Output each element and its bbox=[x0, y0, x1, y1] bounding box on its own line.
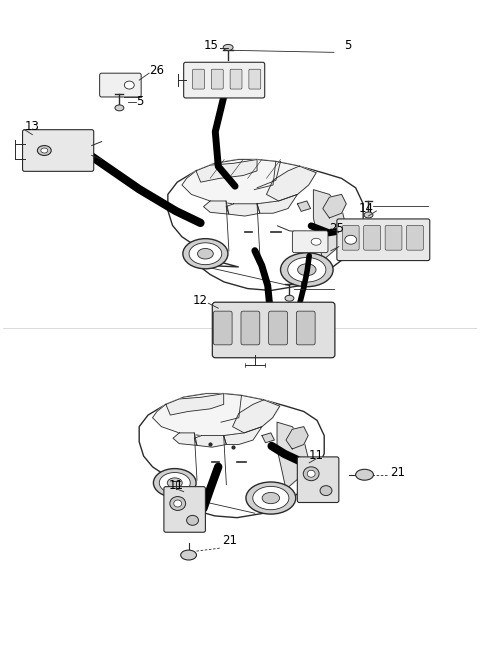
FancyBboxPatch shape bbox=[296, 311, 315, 345]
Polygon shape bbox=[168, 160, 363, 290]
FancyBboxPatch shape bbox=[269, 311, 288, 345]
Polygon shape bbox=[194, 436, 227, 447]
Text: 5: 5 bbox=[136, 96, 144, 109]
Ellipse shape bbox=[174, 500, 182, 507]
Ellipse shape bbox=[285, 295, 294, 301]
Ellipse shape bbox=[197, 248, 213, 259]
Ellipse shape bbox=[364, 212, 373, 218]
Polygon shape bbox=[224, 426, 262, 445]
Ellipse shape bbox=[41, 148, 48, 153]
Polygon shape bbox=[153, 394, 280, 436]
FancyBboxPatch shape bbox=[184, 62, 264, 98]
FancyBboxPatch shape bbox=[230, 69, 242, 89]
FancyBboxPatch shape bbox=[211, 69, 223, 89]
Text: 11: 11 bbox=[309, 449, 324, 462]
FancyBboxPatch shape bbox=[407, 225, 423, 250]
Polygon shape bbox=[204, 201, 229, 214]
Polygon shape bbox=[323, 195, 346, 218]
Text: 14: 14 bbox=[359, 202, 373, 215]
Polygon shape bbox=[182, 160, 316, 204]
FancyBboxPatch shape bbox=[342, 225, 359, 250]
Text: 25: 25 bbox=[329, 222, 344, 235]
Polygon shape bbox=[257, 195, 298, 214]
Ellipse shape bbox=[159, 472, 190, 493]
FancyBboxPatch shape bbox=[192, 69, 204, 89]
FancyBboxPatch shape bbox=[100, 73, 141, 97]
Text: 26: 26 bbox=[149, 64, 164, 77]
Ellipse shape bbox=[187, 515, 199, 525]
Polygon shape bbox=[266, 166, 316, 201]
Ellipse shape bbox=[345, 235, 357, 244]
Ellipse shape bbox=[288, 257, 326, 282]
Text: 12: 12 bbox=[192, 293, 207, 307]
Ellipse shape bbox=[189, 243, 222, 265]
Ellipse shape bbox=[180, 550, 196, 560]
Text: 15: 15 bbox=[204, 39, 218, 52]
Ellipse shape bbox=[307, 470, 315, 477]
Ellipse shape bbox=[168, 478, 182, 488]
Polygon shape bbox=[298, 201, 311, 212]
FancyBboxPatch shape bbox=[385, 225, 402, 250]
Polygon shape bbox=[196, 160, 257, 182]
Polygon shape bbox=[277, 422, 308, 489]
FancyBboxPatch shape bbox=[364, 225, 381, 250]
Text: 13: 13 bbox=[24, 121, 39, 133]
Ellipse shape bbox=[298, 264, 316, 276]
FancyBboxPatch shape bbox=[297, 457, 339, 502]
Text: 11: 11 bbox=[168, 479, 183, 492]
Ellipse shape bbox=[183, 238, 228, 269]
Ellipse shape bbox=[246, 482, 296, 514]
Text: 21: 21 bbox=[390, 466, 405, 479]
Ellipse shape bbox=[320, 485, 332, 496]
Ellipse shape bbox=[356, 469, 373, 480]
FancyBboxPatch shape bbox=[213, 311, 232, 345]
Polygon shape bbox=[139, 394, 324, 517]
Polygon shape bbox=[173, 433, 197, 445]
Polygon shape bbox=[313, 190, 346, 260]
Ellipse shape bbox=[154, 468, 196, 497]
FancyBboxPatch shape bbox=[212, 302, 335, 358]
Ellipse shape bbox=[223, 45, 233, 50]
Ellipse shape bbox=[170, 496, 186, 510]
Polygon shape bbox=[286, 426, 308, 449]
Polygon shape bbox=[226, 204, 260, 216]
Polygon shape bbox=[262, 433, 275, 443]
Polygon shape bbox=[233, 400, 280, 433]
FancyBboxPatch shape bbox=[164, 487, 205, 533]
FancyBboxPatch shape bbox=[249, 69, 261, 89]
FancyBboxPatch shape bbox=[241, 311, 260, 345]
Ellipse shape bbox=[37, 145, 51, 155]
Polygon shape bbox=[166, 394, 224, 415]
FancyBboxPatch shape bbox=[23, 130, 94, 172]
Ellipse shape bbox=[124, 81, 134, 89]
Ellipse shape bbox=[115, 105, 124, 111]
FancyBboxPatch shape bbox=[337, 219, 430, 261]
Ellipse shape bbox=[253, 487, 289, 510]
Ellipse shape bbox=[280, 253, 333, 287]
Ellipse shape bbox=[262, 493, 279, 504]
Ellipse shape bbox=[303, 467, 319, 481]
Text: 5: 5 bbox=[344, 39, 351, 52]
Ellipse shape bbox=[311, 238, 321, 245]
Text: 21: 21 bbox=[222, 534, 237, 547]
Text: 5: 5 bbox=[300, 281, 307, 294]
FancyBboxPatch shape bbox=[292, 231, 328, 253]
